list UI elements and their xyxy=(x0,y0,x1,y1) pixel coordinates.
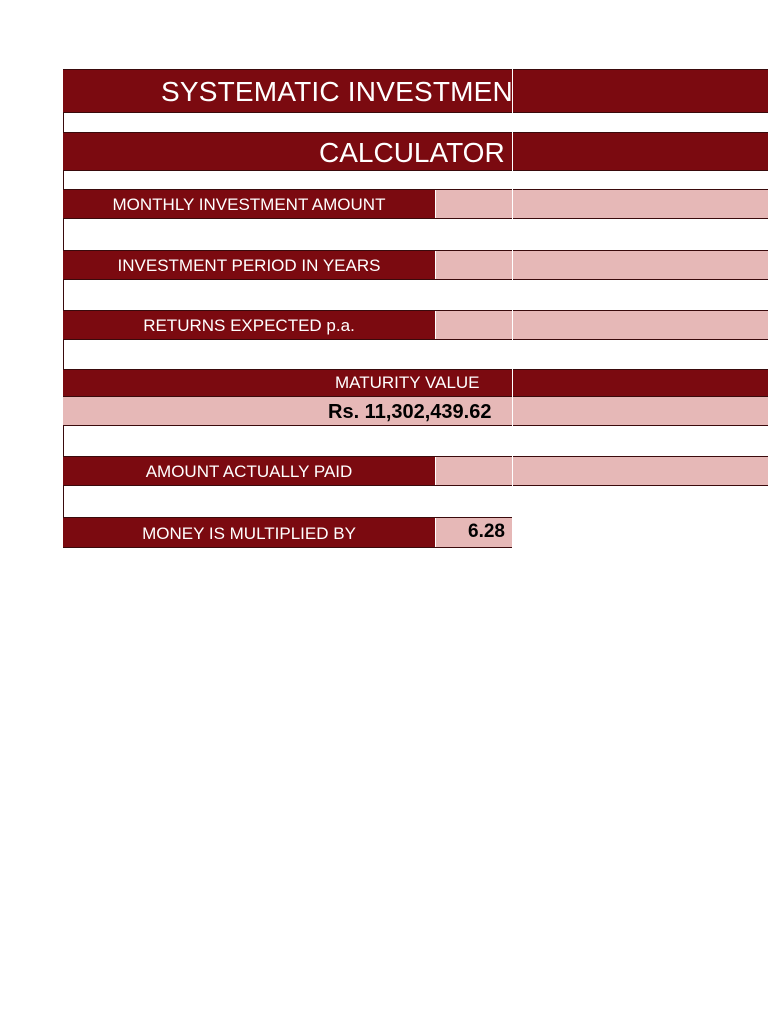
monthly-investment-label: MONTHLY INVESTMENT AMOUNT xyxy=(63,190,435,218)
sip-calculator-sheet: SYSTEMATIC INVESTMENT PLAN CALCULATOR MO… xyxy=(63,69,768,548)
amount-paid-label: AMOUNT ACTUALLY PAID xyxy=(63,457,435,485)
monthly-investment-input[interactable] xyxy=(436,190,768,218)
multiplier-row: MONEY IS MULTIPLIED BY 6.28 xyxy=(63,517,512,548)
calculator-subtitle: CALCULATOR xyxy=(319,137,505,168)
returns-expected-row: RETURNS EXPECTED p.a. xyxy=(63,310,768,340)
monthly-investment-row: MONTHLY INVESTMENT AMOUNT xyxy=(63,189,768,219)
sheet-left-border xyxy=(63,69,64,548)
title-row: SYSTEMATIC INVESTMENT PLAN xyxy=(63,69,768,113)
returns-expected-label: RETURNS EXPECTED p.a. xyxy=(63,311,435,339)
amount-paid-value xyxy=(436,457,768,485)
maturity-label-row: MATURITY VALUE xyxy=(63,369,768,396)
investment-period-row: INVESTMENT PERIOD IN YEARS xyxy=(63,250,768,280)
maturity-value-amount: Rs. 11,302,439.62 xyxy=(328,401,492,423)
amount-paid-row: AMOUNT ACTUALLY PAID xyxy=(63,456,768,486)
multiplier-value: 6.28 xyxy=(436,518,512,547)
page-cut-edge xyxy=(512,69,513,548)
subtitle-row: CALCULATOR xyxy=(63,132,768,171)
returns-expected-input[interactable] xyxy=(436,311,768,339)
maturity-value-label: MATURITY VALUE xyxy=(335,373,480,392)
investment-period-input[interactable] xyxy=(436,251,768,279)
maturity-value-row: Rs. 11,302,439.62 xyxy=(63,396,768,426)
calculator-title: SYSTEMATIC INVESTMENT PLAN xyxy=(161,76,512,107)
investment-period-label: INVESTMENT PERIOD IN YEARS xyxy=(63,251,435,279)
multiplier-label: MONEY IS MULTIPLIED BY xyxy=(63,518,435,547)
